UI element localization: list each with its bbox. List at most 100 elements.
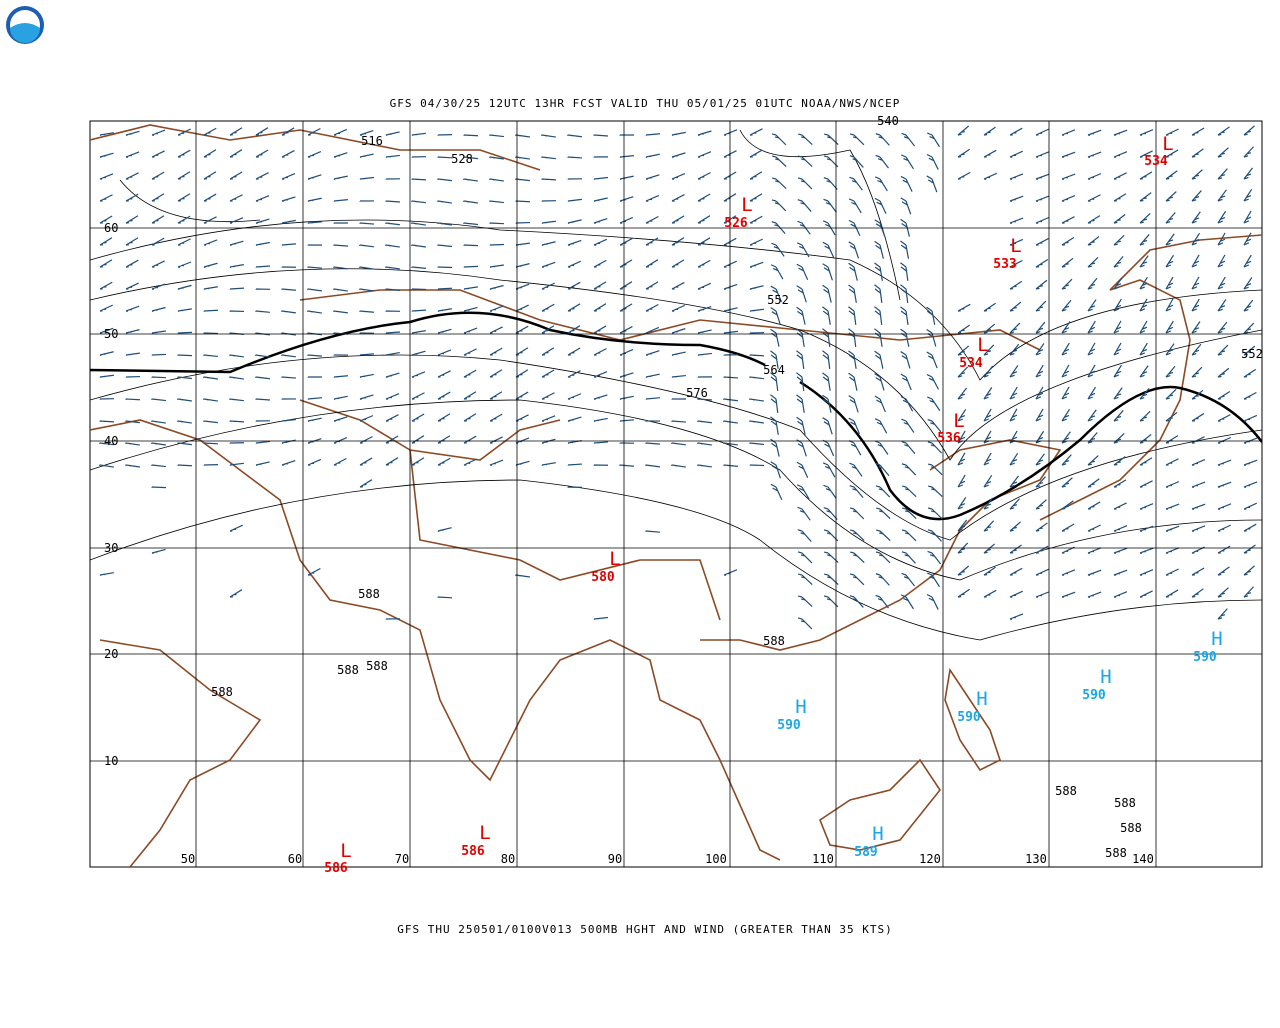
wind-barb xyxy=(1087,524,1101,532)
wind-barb xyxy=(875,551,891,564)
wind-barb xyxy=(437,349,452,356)
wind-barb xyxy=(463,435,477,444)
wind-barb xyxy=(307,458,322,466)
wind-barb xyxy=(125,352,140,357)
wind-barb xyxy=(255,398,271,401)
contour-label: 588 xyxy=(1120,821,1142,835)
wind-barb xyxy=(359,415,374,422)
wind-barb xyxy=(1061,569,1076,576)
wind-barb xyxy=(307,376,323,378)
wind-barb xyxy=(385,131,400,137)
wind-barb xyxy=(1165,170,1178,180)
wind-barb xyxy=(333,395,348,401)
center-value: 536 xyxy=(937,431,961,446)
wind-barb xyxy=(1191,127,1205,136)
wind-barb xyxy=(1191,525,1206,532)
wind-barb xyxy=(723,307,738,313)
wind-barb xyxy=(1009,567,1023,576)
wind-barb xyxy=(645,281,659,290)
wind-barb xyxy=(593,394,608,400)
wind-barb xyxy=(307,127,321,136)
wind-barb xyxy=(515,242,530,247)
wind-barb xyxy=(1165,343,1175,356)
center-value: 590 xyxy=(1193,650,1217,665)
wind-barb xyxy=(1139,342,1148,356)
wind-barb xyxy=(1139,569,1154,576)
wind-barb xyxy=(1243,254,1252,268)
wind-barb xyxy=(927,132,941,148)
wind-barb xyxy=(645,153,660,159)
wind-barb xyxy=(900,197,912,215)
wind-barb xyxy=(151,486,167,489)
wind-barb xyxy=(489,436,503,444)
wind-barb xyxy=(1243,544,1256,554)
wind-barb xyxy=(1139,171,1153,180)
wind-barb xyxy=(849,485,864,499)
wind-barb xyxy=(1191,148,1204,158)
wind-barb xyxy=(876,529,891,541)
wind-barb xyxy=(770,350,779,369)
wind-barb xyxy=(255,218,270,224)
wind-barb xyxy=(1165,191,1177,202)
wind-barb xyxy=(874,373,885,391)
wind-barb xyxy=(619,419,635,422)
wind-barb xyxy=(798,155,813,168)
center-symbol: L xyxy=(977,334,988,356)
wind-barb xyxy=(696,464,712,468)
wind-barb xyxy=(645,303,659,312)
wind-barb xyxy=(437,134,453,136)
wind-barb xyxy=(644,464,660,468)
wind-barb xyxy=(722,398,738,402)
wind-barb xyxy=(202,420,218,424)
wind-barb xyxy=(796,263,809,281)
wind-barb xyxy=(1139,410,1151,422)
wind-barb xyxy=(874,176,888,192)
wind-barb xyxy=(1217,390,1231,400)
wind-barb xyxy=(463,327,478,334)
wind-barb xyxy=(723,376,739,379)
wind-barb xyxy=(1113,364,1122,378)
wind-barb xyxy=(281,398,297,400)
wind-barb xyxy=(203,464,219,466)
wind-barb xyxy=(1061,523,1075,532)
wind-barb xyxy=(99,281,113,290)
wind-barb xyxy=(749,464,765,467)
wind-barb xyxy=(98,442,114,446)
wind-barb xyxy=(99,304,113,312)
wind-barb xyxy=(1243,586,1254,598)
wind-barb xyxy=(849,176,863,191)
contour-label: 588 xyxy=(337,663,359,677)
wind-barb xyxy=(875,154,889,169)
contour-label: 576 xyxy=(686,386,708,400)
wind-barb xyxy=(385,200,401,203)
wind-barb xyxy=(926,306,936,325)
wind-barb xyxy=(98,464,114,468)
wind-barb xyxy=(151,129,166,136)
wind-barb xyxy=(1217,232,1226,246)
wind-barb xyxy=(696,442,712,446)
wind-barb xyxy=(670,442,686,446)
wind-barb xyxy=(229,149,243,158)
wind-barb xyxy=(749,261,764,268)
wind-barb xyxy=(1087,547,1102,554)
wind-barb xyxy=(1009,127,1023,136)
wind-barb xyxy=(332,266,348,270)
wind-barb xyxy=(307,567,321,576)
wind-barb xyxy=(1165,254,1175,268)
wind-barb xyxy=(957,497,967,510)
wind-barb xyxy=(1191,413,1205,422)
lon-label: 100 xyxy=(705,852,727,866)
wind-barb xyxy=(900,284,909,303)
wind-barb xyxy=(697,352,712,357)
wind-barb xyxy=(541,325,555,334)
wind-barb xyxy=(822,284,832,303)
wind-barb xyxy=(796,285,807,303)
contour xyxy=(90,399,1262,581)
wind-barb xyxy=(593,217,608,224)
wind-barb xyxy=(848,241,860,259)
wind-barb xyxy=(797,177,813,190)
wind-barb xyxy=(848,372,858,391)
wind-barb xyxy=(541,462,556,467)
wind-barb xyxy=(822,394,832,413)
wind-barb xyxy=(1113,502,1127,510)
